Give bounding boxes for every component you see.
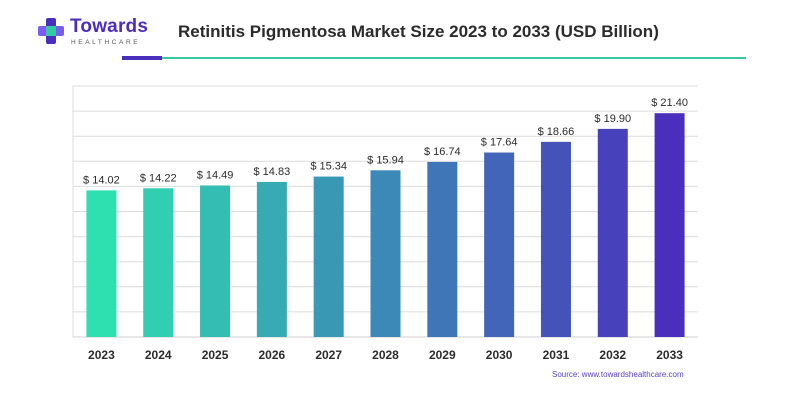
x-tick-label-2030: 2030 bbox=[486, 348, 513, 362]
x-tick-label-2027: 2027 bbox=[315, 348, 342, 362]
x-tick-label-2026: 2026 bbox=[259, 348, 286, 362]
data-label-2032: $ 19.90 bbox=[594, 113, 631, 125]
x-tick-label-2028: 2028 bbox=[372, 348, 399, 362]
title-underline-accent bbox=[122, 56, 162, 60]
title-underline bbox=[162, 57, 746, 59]
logo-name: Towards bbox=[70, 16, 149, 37]
bar-2033 bbox=[654, 113, 685, 337]
data-label-2026: $ 14.83 bbox=[254, 166, 291, 178]
bar-2027 bbox=[313, 176, 344, 337]
x-tick-label-2024: 2024 bbox=[145, 348, 172, 362]
source-note: Source: www.towardshealthcare.com bbox=[552, 370, 684, 379]
data-label-2025: $ 14.49 bbox=[197, 169, 234, 181]
data-label-2028: $ 15.94 bbox=[367, 154, 404, 166]
data-label-2031: $ 18.66 bbox=[538, 126, 575, 138]
x-tick-label-2033: 2033 bbox=[656, 348, 683, 362]
x-tick-label-2025: 2025 bbox=[202, 348, 229, 362]
chart-title: Retinitis Pigmentosa Market Size 2023 to… bbox=[178, 22, 659, 41]
bar-2031 bbox=[540, 141, 571, 337]
bar-2028 bbox=[370, 170, 401, 337]
brand-logo: Towards HEALTHCARE bbox=[36, 14, 156, 48]
x-tick-label-2029: 2029 bbox=[429, 348, 456, 362]
x-tick-label-2032: 2032 bbox=[599, 348, 626, 362]
data-label-2023: $ 14.02 bbox=[83, 174, 120, 186]
x-tick-label-2023: 2023 bbox=[88, 348, 115, 362]
bar-2026 bbox=[256, 181, 287, 337]
data-label-2027: $ 15.34 bbox=[310, 161, 347, 173]
bar-2032 bbox=[597, 128, 628, 337]
plus-cross-icon bbox=[38, 18, 64, 44]
bar-2024 bbox=[143, 188, 174, 337]
bar-2030 bbox=[484, 152, 515, 337]
bar-2029 bbox=[427, 161, 458, 337]
x-tick-label-2031: 2031 bbox=[543, 348, 570, 362]
data-label-2024: $ 14.22 bbox=[140, 172, 177, 184]
bar-2025 bbox=[200, 185, 231, 337]
data-label-2033: $ 21.40 bbox=[651, 97, 688, 109]
data-label-2030: $ 17.64 bbox=[481, 137, 518, 149]
logo-subtitle: HEALTHCARE bbox=[71, 39, 141, 46]
data-label-2029: $ 16.74 bbox=[424, 146, 461, 158]
bar-2023 bbox=[86, 190, 117, 337]
